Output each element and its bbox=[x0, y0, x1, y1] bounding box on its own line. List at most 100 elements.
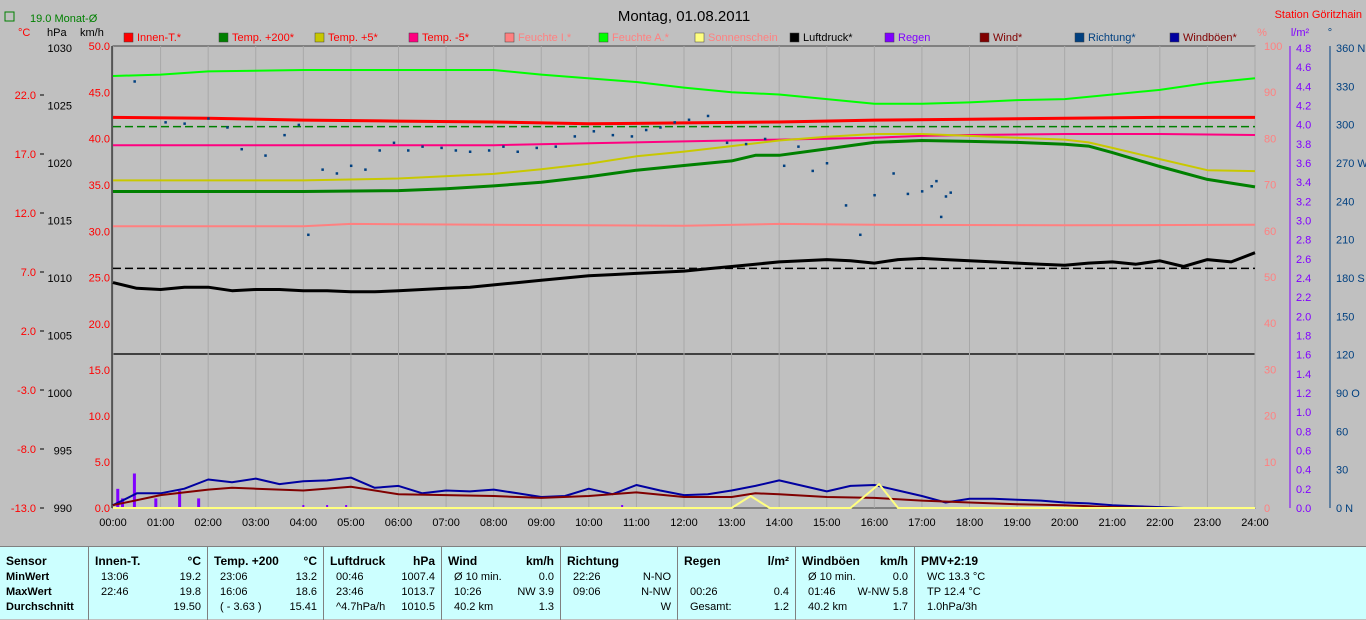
richtung-point bbox=[944, 195, 948, 198]
richtung-point bbox=[687, 118, 691, 122]
stats-header: Sensor bbox=[0, 553, 88, 569]
pct-tick-label: 10 bbox=[1264, 457, 1276, 469]
legend-label: Innen-T.* bbox=[137, 32, 182, 44]
stats-row: 09:06 N-NW bbox=[561, 584, 677, 600]
stats-cell-left: 00:46 bbox=[336, 571, 364, 583]
series-line bbox=[112, 115, 1255, 126]
stats-row: 01:46 W-NW 5.8 bbox=[796, 584, 914, 600]
x-tick-label: 23:00 bbox=[1194, 517, 1222, 529]
deg-tick-label: 90 O bbox=[1336, 388, 1360, 400]
stats-column: Temp. +200 °C 23:06 13.2 16:06 18.6( - 3.63 )… bbox=[207, 547, 323, 620]
stats-header-label: Windböen bbox=[802, 554, 860, 568]
regen-dot bbox=[302, 505, 305, 508]
temp_top-tick-label: 20.0 bbox=[89, 319, 110, 331]
stats-cell-right: N-NW bbox=[641, 586, 671, 598]
x-tick-label: 20:00 bbox=[1051, 517, 1079, 529]
rain_lm2-tick-label: 2.4 bbox=[1296, 273, 1311, 285]
stats-header: Richtung bbox=[561, 553, 677, 569]
unit-temp-label: °C bbox=[18, 27, 30, 39]
rain_lm2-tick-label: 3.0 bbox=[1296, 216, 1311, 228]
stats-row: Ø 10 min. 0.0 bbox=[442, 569, 560, 585]
stats-cell-left: Durchschnitt bbox=[6, 601, 74, 613]
regen-dot bbox=[621, 505, 624, 508]
rain_lm2-tick-label: 4.6 bbox=[1296, 62, 1311, 74]
richtung-point bbox=[487, 149, 491, 152]
stats-cell-right: 13.2 bbox=[295, 571, 317, 583]
richtung-point bbox=[763, 137, 767, 141]
richtung-point bbox=[407, 149, 410, 152]
x-tick-label: 01:00 bbox=[147, 517, 175, 529]
stats-header-label: Regen bbox=[684, 554, 721, 568]
legend-label: Wind* bbox=[993, 32, 1023, 44]
legend-item: Feuchte A.* bbox=[598, 32, 670, 44]
series-line bbox=[113, 133, 1256, 147]
stats-cell-right: 18.6 bbox=[295, 586, 317, 598]
hpa-tick-label: 1000 bbox=[48, 388, 72, 400]
stats-cell-left: 13:06 bbox=[101, 571, 129, 583]
temp_c-tick-label: 17.0 bbox=[15, 149, 36, 161]
richtung-point bbox=[644, 128, 648, 132]
richtung-point bbox=[797, 145, 800, 148]
richtung-point bbox=[226, 126, 229, 129]
temp_top-tick-label: 35.0 bbox=[89, 180, 110, 192]
stats-column: Richtung 22:26 N-NO 09:06 N-NW W bbox=[560, 547, 677, 620]
series-line bbox=[113, 483, 1255, 509]
legend-item: Regen bbox=[884, 32, 930, 44]
x-tick-label: 10:00 bbox=[575, 517, 603, 529]
pct-tick-label: 80 bbox=[1264, 133, 1276, 145]
pct-tick-label: 70 bbox=[1264, 180, 1276, 192]
richtung-point bbox=[630, 135, 634, 138]
legend-swatch bbox=[598, 32, 609, 43]
x-tick-label: 24:00 bbox=[1241, 517, 1269, 529]
richtung-point bbox=[183, 122, 186, 125]
x-tick-label: 15:00 bbox=[813, 517, 841, 529]
x-tick-label: 02:00 bbox=[194, 517, 222, 529]
x-tick-label: 18:00 bbox=[956, 517, 984, 529]
rain_lm2-tick-label: 1.2 bbox=[1296, 388, 1311, 400]
chart-title: Montag, 01.08.2011 bbox=[618, 8, 750, 25]
stats-cell-left: 23:06 bbox=[220, 571, 248, 583]
stats-cell-right: 1.2 bbox=[773, 601, 789, 613]
series-line bbox=[112, 476, 1208, 509]
legend-swatch bbox=[884, 32, 895, 43]
legend-item: Sonnenschein bbox=[694, 32, 778, 44]
stats-cell-left: MaxWert bbox=[6, 586, 52, 598]
richtung-point bbox=[673, 121, 676, 124]
rain_lm2-tick-label: 1.8 bbox=[1296, 331, 1311, 343]
stats-row: 00:46 1007.4 bbox=[324, 569, 441, 585]
richtung-point bbox=[949, 191, 952, 194]
unit-hpa-label: hPa bbox=[47, 27, 67, 39]
legend-item: Temp. +5* bbox=[314, 32, 379, 44]
x-tick-label: 11:00 bbox=[623, 517, 650, 529]
richtung-point bbox=[592, 130, 596, 133]
stats-header-label: Sensor bbox=[6, 554, 47, 568]
stats-cell-right: 1007.4 bbox=[401, 571, 435, 583]
hpa-tick-label: 1015 bbox=[48, 216, 72, 228]
richtung-point bbox=[706, 114, 710, 118]
x-tick-label: 04:00 bbox=[290, 517, 318, 529]
stats-row: 22:46 19.8 bbox=[89, 584, 207, 600]
stats-cell-right: 1.7 bbox=[892, 601, 908, 613]
rain_lm2-tick-label: 2.0 bbox=[1296, 311, 1311, 323]
legend-label: Richtung* bbox=[1088, 32, 1136, 44]
regen-dot bbox=[345, 505, 348, 508]
stats-row: 22:26 N-NO bbox=[561, 569, 677, 585]
richtung-point bbox=[440, 146, 443, 150]
richtung-point bbox=[935, 179, 938, 183]
stats-header: Innen-T. °C bbox=[89, 553, 207, 569]
rain_lm2-tick-label: 3.6 bbox=[1296, 158, 1311, 170]
richtung-point bbox=[825, 162, 829, 165]
stats-row: Gesamt: 1.2 bbox=[678, 599, 795, 615]
richtung-point bbox=[573, 135, 577, 138]
rain_lm2-tick-label: 2.8 bbox=[1296, 235, 1311, 247]
stats-header-unit: km/h bbox=[525, 554, 554, 568]
stats-header-unit: °C bbox=[187, 554, 201, 568]
stats-row: 19.50 bbox=[89, 599, 207, 615]
rain_lm2-tick-label: 2.2 bbox=[1296, 292, 1311, 304]
x-tick-label: 05:00 bbox=[337, 517, 365, 529]
x-tick-label: 09:00 bbox=[527, 517, 555, 529]
stats-row: 40.2 km 1.3 bbox=[442, 599, 560, 615]
stats-cell-right: W-NW 5.8 bbox=[857, 586, 908, 598]
pct-tick-label: 20 bbox=[1264, 411, 1276, 423]
legend-item: Richtung* bbox=[1074, 32, 1136, 44]
